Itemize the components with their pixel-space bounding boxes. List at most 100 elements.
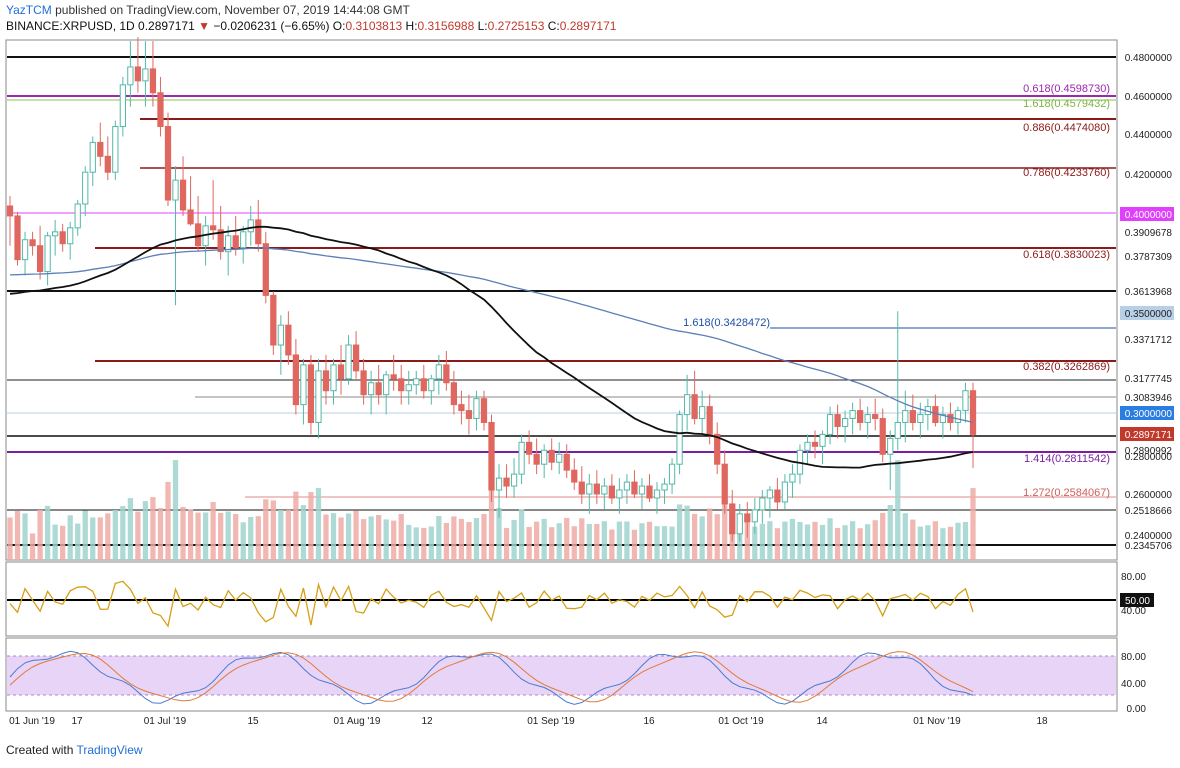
- volume-bar: [534, 521, 540, 560]
- volume-bar: [549, 527, 555, 560]
- volume-bar: [759, 523, 765, 560]
- price-tag: [1120, 427, 1174, 441]
- volume-bar: [586, 524, 592, 560]
- candle: [819, 433, 826, 447]
- volume-bar: [865, 524, 871, 560]
- volume-bar: [458, 518, 465, 560]
- volume-bar: [827, 518, 833, 560]
- volume-bar: [120, 506, 126, 560]
- volume-bar: [7, 517, 13, 560]
- tradingview-logo[interactable]: TradingView: [76, 743, 143, 757]
- rsi-tick: 80.00: [1121, 572, 1146, 583]
- volume-bar: [571, 526, 577, 560]
- candle: [67, 227, 74, 245]
- candle: [510, 473, 518, 487]
- candle: [706, 406, 713, 435]
- price-tick: 0.2890992: [1125, 446, 1173, 457]
- candle: [826, 414, 834, 435]
- candle: [398, 378, 405, 392]
- author-name[interactable]: YazTCM: [6, 3, 52, 17]
- volume-bar: [654, 526, 660, 560]
- volume-bar: [488, 489, 495, 560]
- candle: [841, 418, 849, 427]
- stoch-lines: [9, 650, 974, 705]
- candle: [917, 414, 924, 423]
- volume-bar: [812, 521, 818, 560]
- candle: [616, 489, 623, 499]
- volume-bar: [842, 525, 848, 560]
- candle: [443, 364, 450, 384]
- volume-bar: [970, 488, 976, 560]
- candle: [872, 414, 879, 420]
- candle: [187, 209, 194, 225]
- candle: [315, 370, 322, 423]
- volume-bar: [541, 518, 547, 560]
- candle: [194, 223, 202, 247]
- candle: [729, 503, 736, 535]
- candle: [14, 215, 21, 261]
- candle: [849, 410, 856, 420]
- down-arrow-icon: ▼: [198, 19, 211, 33]
- price-tick: 0.4200000: [1125, 170, 1173, 181]
- price-tick: 0.3909678: [1125, 228, 1173, 239]
- volume-bar: [75, 523, 81, 560]
- candle: [21, 239, 29, 261]
- volume-bar: [669, 526, 675, 560]
- volume-bar: [707, 508, 713, 560]
- fib-label: 1.618(0.4579432): [1023, 98, 1110, 110]
- close-value: 0.2897171: [559, 19, 617, 33]
- volume-bar: [345, 513, 352, 560]
- published-text: published on TradingView.com, November 0…: [55, 3, 410, 17]
- candle: [172, 179, 179, 201]
- main-pane[interactable]: [5, 39, 1118, 561]
- volume-bar: [180, 507, 186, 560]
- candle: [541, 449, 548, 465]
- candle: [601, 485, 608, 495]
- volume-bar: [880, 512, 886, 560]
- volume-bars: [7, 460, 976, 560]
- candle: [270, 294, 277, 346]
- volume-bar: [481, 514, 487, 560]
- volume-bar: [503, 527, 510, 560]
- price-tag: [1120, 207, 1174, 221]
- volume-bar: [285, 509, 292, 560]
- volume-bar: [699, 516, 705, 560]
- candle: [255, 219, 262, 245]
- price-tick: 0.3787309: [1125, 252, 1173, 263]
- volume-bar: [105, 513, 111, 560]
- candle: [962, 390, 969, 412]
- volume-bar: [902, 513, 908, 560]
- volume-bar: [157, 508, 164, 560]
- candle: [450, 382, 458, 406]
- candle: [668, 463, 676, 485]
- price-tag: [1120, 406, 1174, 420]
- price-chart[interactable]: 0.618(0.4598730) 1.618(0.4579432) 0.886(0.…: [0, 0, 1180, 740]
- candle: [623, 481, 631, 491]
- candle: [383, 374, 390, 396]
- volume-bar: [684, 505, 690, 560]
- ma-100-line: [9, 225, 974, 469]
- candle: [97, 141, 104, 157]
- candle: [134, 66, 142, 82]
- volume-bar: [270, 500, 276, 560]
- candle: [495, 477, 503, 491]
- candle: [164, 126, 172, 201]
- volume-bar: [624, 521, 630, 560]
- price-tag: [1120, 306, 1174, 320]
- volume-bar: [338, 517, 344, 560]
- fib-label: 1.414(0.2811542): [1024, 453, 1110, 465]
- volume-bar: [526, 526, 532, 560]
- ohlc-line: BINANCE:XRPUSD, 1D 0.2897171 ▼ −0.020623…: [6, 19, 617, 33]
- candle: [345, 344, 352, 380]
- volume-bar: [315, 488, 322, 560]
- candle: [480, 398, 488, 423]
- candle: [179, 179, 187, 211]
- volume-bar: [473, 518, 480, 560]
- candle: [586, 483, 593, 495]
- time-tick: 01 Nov '19: [913, 716, 961, 727]
- candle: [337, 364, 345, 380]
- price-tick: 0.3177745: [1125, 374, 1173, 385]
- volume-bar: [383, 519, 389, 560]
- candle: [413, 378, 420, 386]
- price-tick: 0.2400000: [1125, 531, 1173, 542]
